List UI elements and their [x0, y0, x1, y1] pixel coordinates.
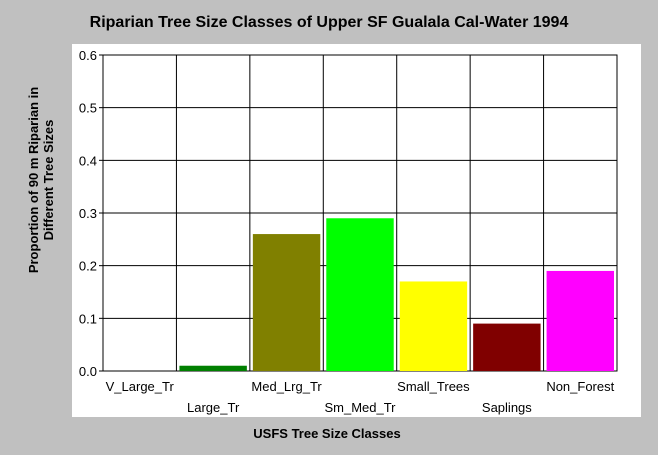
y-tick-label: 0.1: [79, 311, 97, 326]
y-tick-label: 0.6: [79, 48, 97, 63]
y-axis-title: Proportion of 90 m Riparian in Different…: [26, 87, 56, 273]
x-tick-label: Saplings: [482, 400, 532, 415]
y-axis-title-line-1: Proportion of 90 m Riparian in: [26, 87, 41, 273]
bar: [546, 270, 614, 371]
y-tick-label: 0.0: [79, 364, 97, 379]
x-tick-label: V_Large_Tr: [106, 379, 175, 394]
chart-title: Riparian Tree Size Classes of Upper SF G…: [90, 14, 569, 31]
bar: [473, 323, 541, 371]
x-tick-label: Small_Trees: [397, 379, 470, 394]
x-tick-label: Med_Lrg_Tr: [251, 379, 322, 394]
bar: [252, 234, 321, 371]
bar: [399, 281, 468, 371]
x-tick-label: Sm_Med_Tr: [324, 400, 396, 415]
x-axis-title: USFS Tree Size Classes: [253, 426, 400, 441]
y-axis-title-line-2: Different Tree Sizes: [41, 120, 56, 241]
x-tick-label: Non_Forest: [546, 379, 614, 394]
y-tick-label: 0.4: [79, 153, 97, 168]
bars: [179, 218, 614, 371]
y-axis-ticks: 0.0 0.1 0.2 0.3 0.4 0.5 0.6: [79, 48, 103, 379]
bar: [326, 218, 394, 371]
x-axis-ticks: V_Large_Tr Large_Tr Med_Lrg_TrSm_Med_TrSma…: [106, 379, 615, 415]
bar: [179, 365, 247, 371]
grid: [103, 55, 617, 371]
y-tick-label: 0.3: [79, 206, 97, 221]
y-tick-label: 0.5: [79, 101, 97, 116]
x-tick-label: Large_Tr: [187, 400, 240, 415]
y-tick-label: 0.2: [79, 259, 97, 274]
